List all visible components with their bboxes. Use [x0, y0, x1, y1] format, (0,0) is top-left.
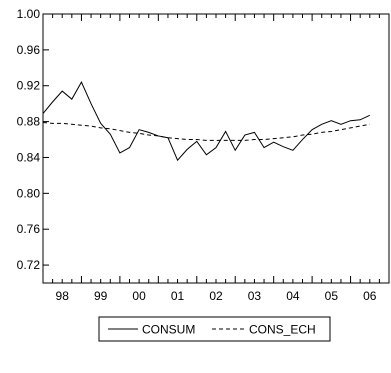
x-tick-label: 05 — [325, 289, 339, 303]
legend-label-consum: CONSUM — [142, 323, 195, 337]
x-axis: 98 99 00 01 02 03 04 05 06 — [42, 14, 390, 303]
y-tick-label: 0.72 — [17, 258, 41, 272]
y-tick-label: 0.76 — [17, 222, 41, 236]
series-layer — [42, 81, 370, 162]
series-line-cons-ech — [42, 122, 370, 141]
y-tick-label: 0.84 — [17, 150, 41, 164]
y-tick-label: 0.80 — [17, 186, 41, 200]
x-tick-label: 02 — [209, 289, 223, 303]
x-tick-label: 04 — [286, 289, 300, 303]
plot-frame — [42, 13, 390, 284]
y-tick-label: 1.00 — [17, 7, 41, 21]
series-line-consum — [42, 81, 370, 162]
x-tick-label: 06 — [363, 289, 377, 303]
legend: CONSUM CONS_ECH — [98, 316, 331, 342]
x-tick-label: 01 — [171, 289, 185, 303]
y-tick-label: 0.88 — [17, 115, 41, 129]
x-tick-label: 99 — [94, 289, 108, 303]
legend-label-cons-ech: CONS_ECH — [249, 323, 316, 337]
x-tick-label: 00 — [132, 289, 146, 303]
y-tick-label: 0.92 — [17, 79, 41, 93]
y-tick-label: 0.96 — [17, 43, 41, 57]
y-axis: 0.72 0.76 0.80 0.84 0.88 0.92 0.96 1.00 — [17, 7, 49, 272]
x-tick-label: 98 — [56, 289, 70, 303]
x-tick-label: 03 — [248, 289, 262, 303]
